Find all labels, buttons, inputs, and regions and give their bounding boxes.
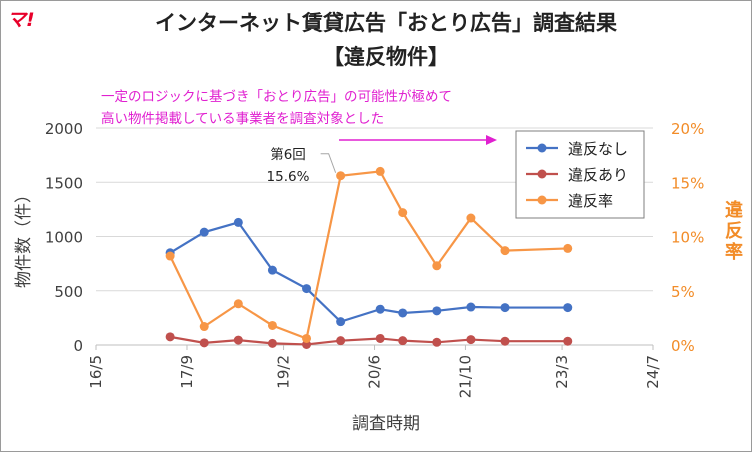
y2-tick-label: 10% <box>671 229 704 247</box>
data-point <box>466 213 476 223</box>
chart-title: インターネット賃貸広告「おとり広告」調査結果 <box>155 11 617 35</box>
data-point <box>302 284 312 294</box>
y2-tick-label: 0% <box>671 337 695 355</box>
y-axis-title: 物件数（件） <box>14 186 34 288</box>
legend-marker <box>537 195 547 205</box>
series-line-0 <box>169 221 568 323</box>
x-tick-label: 16/5 <box>87 355 105 389</box>
data-point <box>432 261 442 271</box>
data-point <box>375 166 385 176</box>
data-point <box>233 335 243 345</box>
data-point <box>267 338 277 348</box>
data-point <box>563 243 573 253</box>
data-point <box>336 336 346 346</box>
data-point <box>165 332 175 342</box>
x-tick-label: 24/7 <box>644 355 662 389</box>
series-line-1 <box>169 335 568 346</box>
y-tick-label: 2000 <box>45 120 83 138</box>
data-point <box>199 322 209 332</box>
legend-marker <box>537 169 547 179</box>
data-point <box>199 338 209 348</box>
data-point <box>466 302 476 312</box>
y2-axis-title: 違反率 <box>725 199 743 263</box>
note-line-1: 一定のロジックに基づき「おとり広告」の可能性が極めて <box>101 89 452 105</box>
logo: マ! <box>7 9 35 31</box>
x-tick-label: 21/10 <box>456 355 474 398</box>
legend-marker <box>537 143 547 153</box>
x-tick-label: 17/9 <box>178 355 196 389</box>
y-tick-label: 1000 <box>45 229 83 247</box>
series-line-2 <box>169 170 568 340</box>
y-tick-label: 500 <box>54 283 83 301</box>
y-tick-label: 1500 <box>45 174 83 192</box>
data-point <box>233 217 243 227</box>
legend-label: 違反あり <box>568 166 628 184</box>
data-point <box>500 246 510 256</box>
callout-leader <box>320 153 337 173</box>
data-point <box>432 306 442 316</box>
data-point <box>336 317 346 327</box>
callout-label-2: 15.6% <box>267 169 310 185</box>
note-line-2: 高い物件掲載している事業者を調査対象とした <box>101 111 385 127</box>
data-point <box>165 251 175 261</box>
x-tick-label: 23/3 <box>553 355 571 389</box>
y2-tick-label: 5% <box>671 283 695 301</box>
x-tick-label: 20/6 <box>366 355 384 389</box>
data-point <box>375 304 385 314</box>
data-point <box>563 336 573 346</box>
y2-tick-label: 20% <box>671 120 704 138</box>
data-point <box>267 320 277 330</box>
y2-tick-label: 15% <box>671 174 704 192</box>
data-point <box>432 337 442 347</box>
data-point <box>336 171 346 181</box>
data-point <box>233 299 243 309</box>
y-tick-label: 0 <box>73 337 83 355</box>
data-point <box>563 303 573 313</box>
chart-subtitle: 【違反物件】 <box>323 45 449 69</box>
legend-label: 違反率 <box>568 192 613 210</box>
note-arrow-head <box>486 135 497 145</box>
data-point <box>398 208 408 218</box>
x-axis-title: 調査時期 <box>352 414 420 434</box>
data-point <box>398 336 408 346</box>
x-tick-label: 19/2 <box>275 355 293 389</box>
data-point <box>500 303 510 313</box>
data-point <box>500 336 510 346</box>
data-point <box>302 333 312 343</box>
data-point <box>199 227 209 237</box>
callout-label-1: 第6回 <box>270 146 306 163</box>
data-point <box>375 333 385 343</box>
data-point <box>267 265 277 275</box>
legend-label: 違反なし <box>568 140 628 158</box>
data-point <box>398 308 408 318</box>
data-point <box>466 335 476 345</box>
